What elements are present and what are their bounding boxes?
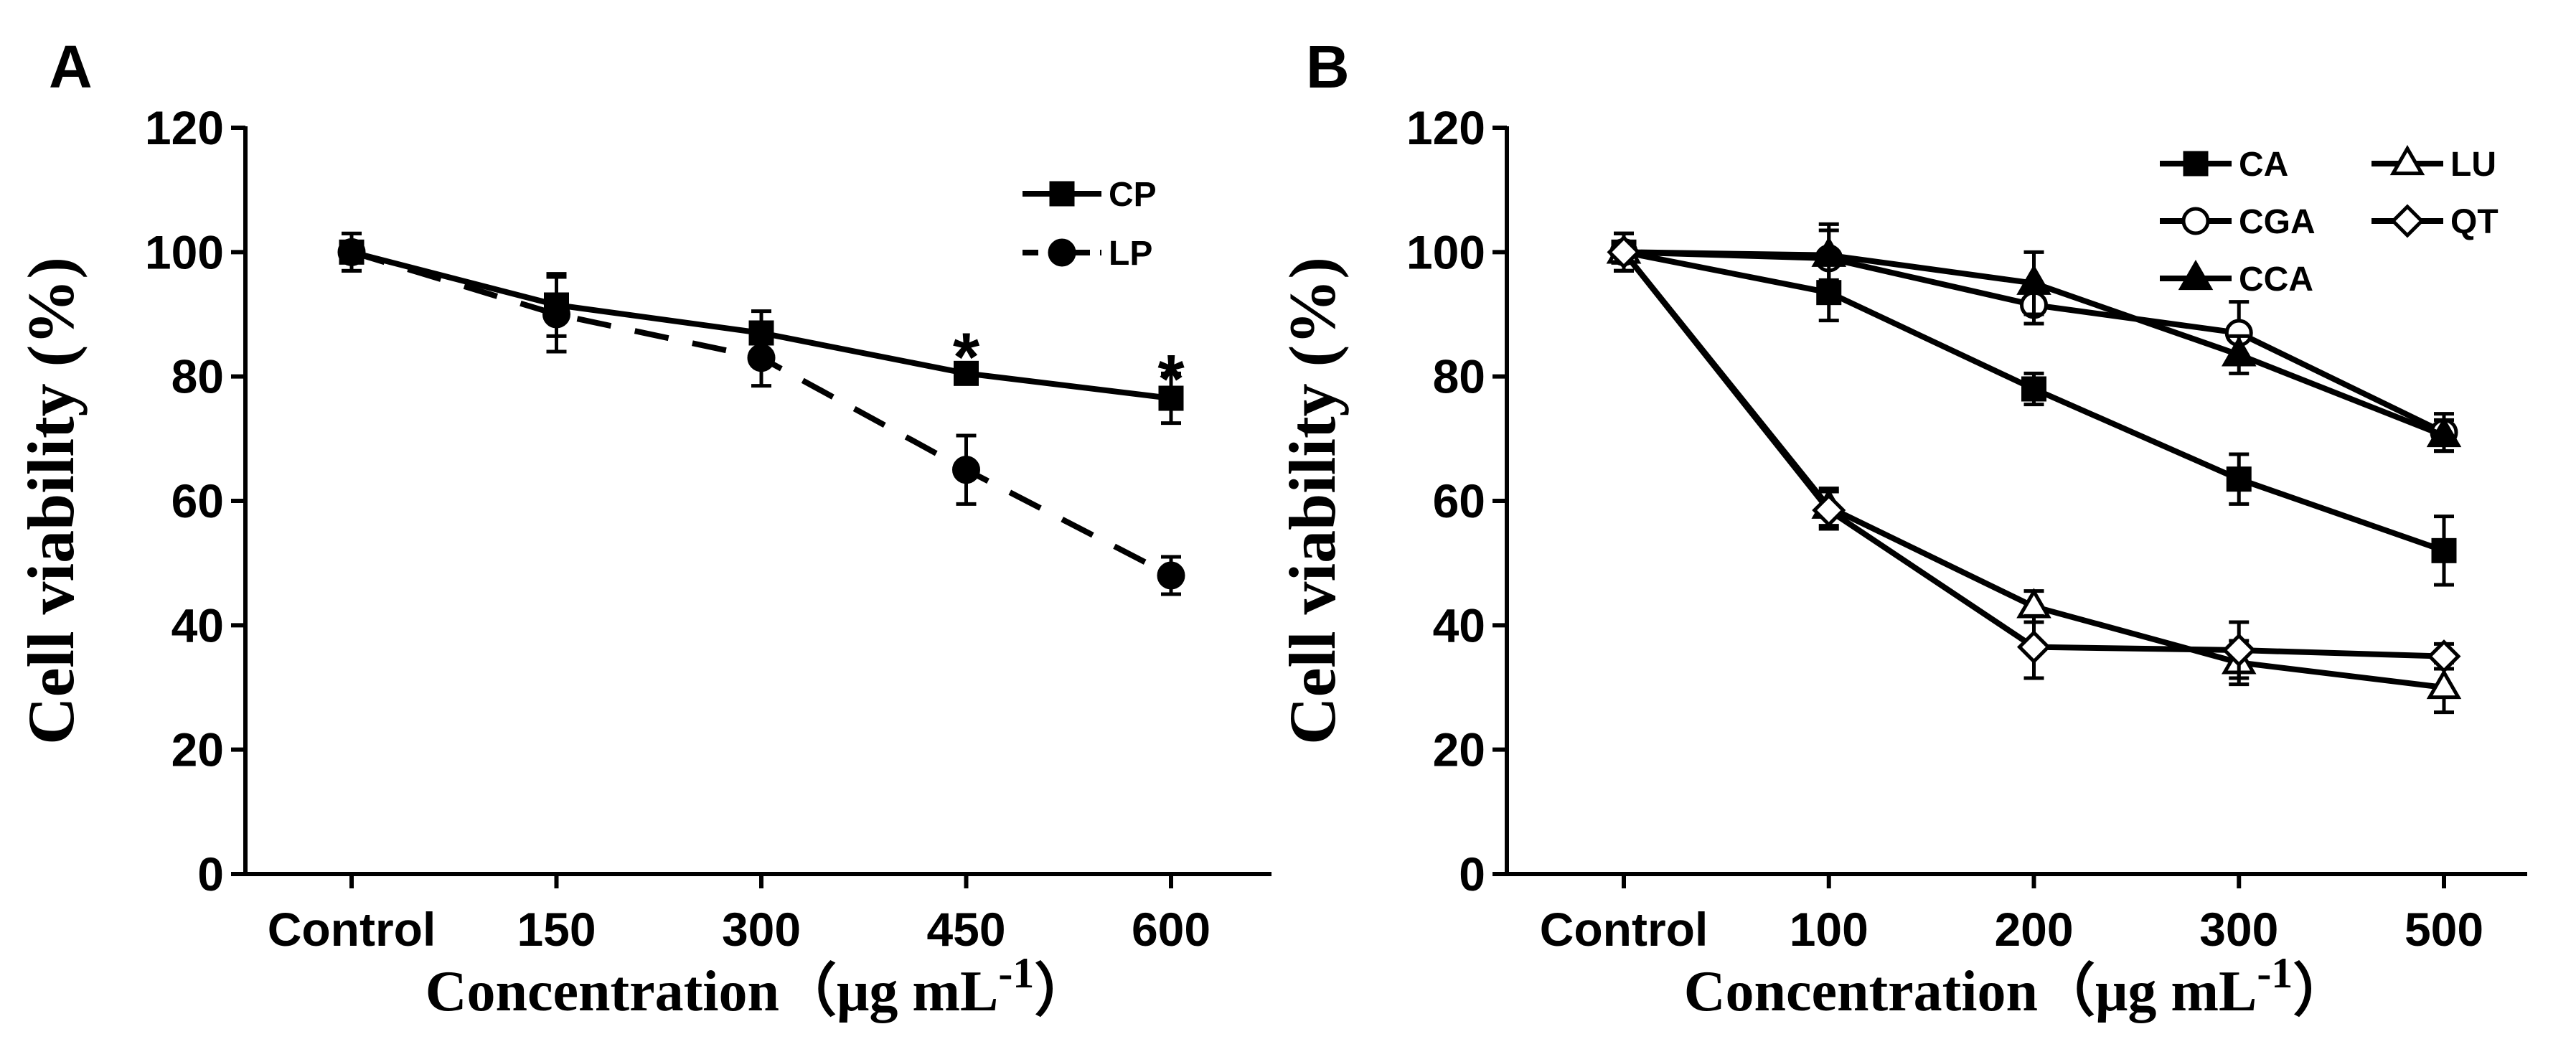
data-point-qt xyxy=(1812,493,1846,527)
panel-letter: A xyxy=(49,33,93,100)
legend-label-cga: CGA xyxy=(2239,203,2316,241)
legend-marker-lp xyxy=(1048,238,1076,267)
y-tick-label: 120 xyxy=(1406,101,1485,154)
significance-star: * xyxy=(1157,341,1185,418)
x-tick-label: Control xyxy=(1540,903,1708,956)
y-tick-label: 0 xyxy=(197,847,224,901)
data-point-cca xyxy=(2221,336,2257,367)
legend-marker-qt xyxy=(2390,204,2425,238)
y-tick-label: 60 xyxy=(171,474,224,527)
x-tick-label: 200 xyxy=(1994,903,2073,956)
y-tick-label: 20 xyxy=(171,723,224,776)
data-point-ca xyxy=(2431,537,2457,563)
data-point-ca xyxy=(2226,466,2252,492)
x-tick-label: 300 xyxy=(2199,903,2278,956)
x-tick-label: 450 xyxy=(926,903,1005,956)
x-axis-title-text: Concentration（μg mL xyxy=(1684,960,2257,1023)
x-tick-label: Control xyxy=(268,903,436,956)
x-axis-title: Concentration（μg mL-1） xyxy=(426,949,1092,1023)
legend-label-qt: QT xyxy=(2450,203,2499,241)
y-tick-label: 20 xyxy=(1433,723,1485,776)
data-point-lp xyxy=(1157,561,1185,590)
legend-marker-cga xyxy=(2181,207,2210,235)
x-tick-label: 300 xyxy=(722,903,801,956)
data-point-qt xyxy=(1607,235,1641,269)
y-tick-label: 120 xyxy=(145,101,224,154)
series-qt xyxy=(1607,231,2461,680)
legend: CA CGA CCA LU QT xyxy=(2160,144,2499,299)
y-tick-label: 80 xyxy=(1433,350,1485,403)
data-point-cca xyxy=(2426,416,2462,448)
y-tick-label: 40 xyxy=(1433,598,1485,652)
panel-b: B 0 20 40 60 80 100 120 Control 100 200 300 500 Cell … xyxy=(1276,33,2527,1023)
data-point-lp xyxy=(337,238,366,266)
series-lp xyxy=(337,231,1185,596)
data-point-lp xyxy=(747,344,776,372)
x-axis-title-end: ） xyxy=(2293,960,2350,1023)
significance-star: * xyxy=(953,319,980,396)
data-point-qt xyxy=(2016,630,2051,664)
panel-letter: B xyxy=(1306,33,1350,100)
data-point-cp xyxy=(1158,385,1184,411)
legend: CP LP xyxy=(1023,176,1157,273)
y-tick-label: 40 xyxy=(171,598,224,652)
legend-label-ca: CA xyxy=(2239,146,2288,184)
y-axis-title: Cell viability (%) xyxy=(14,257,88,745)
legend-label-cca: CCA xyxy=(2239,260,2313,299)
x-axis-title-superscript: -1 xyxy=(998,949,1034,997)
data-point-cca xyxy=(2016,264,2051,295)
x-tick-label: 150 xyxy=(517,903,596,956)
legend-marker-lu xyxy=(2389,144,2425,176)
legend-marker-ca xyxy=(2183,151,2209,177)
legend-label-lp: LP xyxy=(1109,235,1152,273)
data-point-cp xyxy=(954,360,979,386)
legend-marker-cp xyxy=(1049,181,1075,207)
legend-label-cp: CP xyxy=(1109,176,1157,214)
data-point-qt xyxy=(2427,639,2461,674)
y-tick-label: 60 xyxy=(1433,474,1485,527)
x-tick-label: 600 xyxy=(1132,903,1211,956)
y-tick-label: 0 xyxy=(1459,847,1485,901)
series-line-lp xyxy=(350,249,1172,578)
data-point-lp xyxy=(952,456,980,484)
data-point-cca xyxy=(1811,236,1847,267)
y-tick-label: 80 xyxy=(171,350,224,403)
panel-a: A 0 20 40 60 80 100 120 Control 150 300 450 600 Cell … xyxy=(14,33,1271,1023)
x-axis-title-superscript: -1 xyxy=(2257,949,2293,997)
series-cca xyxy=(1606,228,2462,454)
y-axis-title: Cell viability (%) xyxy=(1276,257,1349,745)
x-axis-title-text: Concentration（μg mL xyxy=(426,960,999,1023)
x-axis-title: Concentration（μg mL-1） xyxy=(1684,949,2351,1023)
x-axis-title-end: ） xyxy=(1034,960,1091,1023)
x-tick-label: 500 xyxy=(2405,903,2483,956)
legend-label-lu: LU xyxy=(2450,146,2496,184)
x-tick-label: 100 xyxy=(1790,903,1868,956)
data-point-lu xyxy=(2426,668,2462,700)
data-point-qt xyxy=(2222,633,2256,667)
y-tick-label: 100 xyxy=(145,225,224,278)
y-tick-label: 100 xyxy=(1406,225,1485,278)
data-point-lp xyxy=(542,300,570,329)
legend-marker-cca xyxy=(2178,259,2214,291)
data-point-ca xyxy=(2021,376,2046,402)
